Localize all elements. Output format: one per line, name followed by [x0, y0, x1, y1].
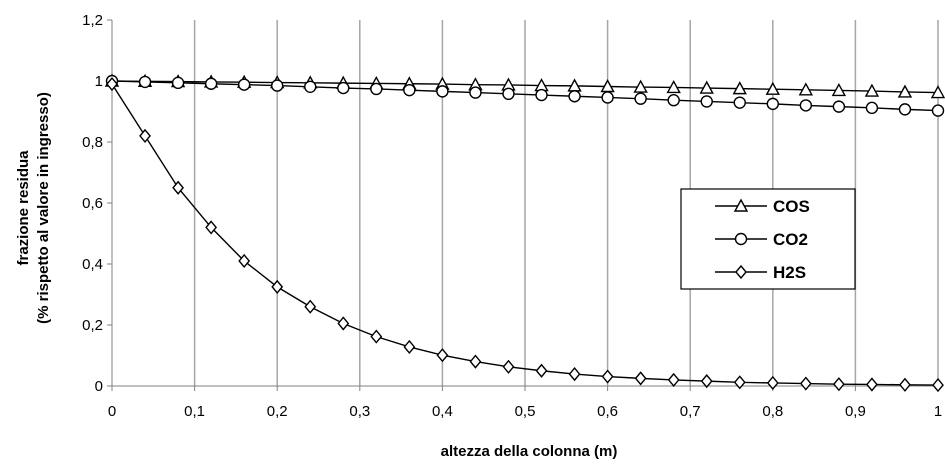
data-point-h2s	[832, 377, 845, 392]
x-tick-label: 0,6	[597, 403, 618, 420]
data-point-cos	[864, 83, 880, 97]
data-point-cos	[930, 85, 945, 99]
data-point-co2	[700, 95, 713, 108]
data-point-co2	[204, 77, 218, 90]
data-point-h2s	[205, 220, 218, 235]
data-point-h2s	[403, 339, 416, 355]
data-point-h2s	[634, 371, 647, 386]
data-point-co2	[502, 87, 515, 101]
x-tick-label: 0,7	[680, 403, 701, 420]
x-tick-label: 0,3	[349, 403, 370, 420]
data-point-h2s	[733, 375, 746, 390]
legend: COS CO2 H2S	[680, 188, 856, 290]
series-h2s	[106, 76, 944, 393]
data-point-h2s	[337, 316, 350, 331]
data-point-cos	[798, 82, 814, 96]
y-tick-label: 1,2	[82, 12, 103, 29]
data-point-h2s	[304, 299, 317, 314]
data-point-cos	[699, 80, 714, 94]
data-point-h2s	[238, 253, 251, 269]
data-point-co2	[799, 99, 813, 112]
data-point-h2s	[172, 180, 184, 195]
x-tick-label: 0,9	[845, 403, 866, 420]
data-point-h2s	[568, 367, 581, 382]
data-point-cos	[633, 79, 648, 93]
legend-label-cos: COS	[773, 197, 810, 216]
series-co2	[105, 74, 945, 117]
data-point-h2s	[766, 375, 779, 391]
x-tick-label: 0,4	[432, 403, 453, 420]
legend-box	[680, 188, 856, 290]
legend-marker-h2s	[735, 264, 747, 280]
data-point-co2	[403, 83, 416, 97]
data-point-co2	[304, 80, 317, 93]
legend-label-co2: CO2	[773, 230, 808, 249]
data-point-co2	[766, 97, 779, 111]
legend-label-h2s: H2S	[773, 263, 806, 282]
data-point-co2	[667, 94, 680, 107]
data-point-co2	[733, 96, 746, 109]
data-point-co2	[271, 79, 284, 92]
data-point-cos	[831, 82, 847, 97]
data-point-h2s	[502, 359, 515, 374]
data-point-co2	[568, 90, 581, 103]
data-point-co2	[898, 103, 912, 116]
y-tick-label: 0,4	[82, 256, 103, 273]
data-point-cos	[897, 84, 913, 98]
data-point-co2	[469, 86, 482, 99]
data-point-co2	[171, 76, 185, 90]
x-tick-label: 1	[934, 403, 942, 420]
data-point-co2	[931, 104, 945, 117]
data-point-h2s	[667, 372, 680, 387]
series-group	[104, 73, 945, 393]
data-point-h2s	[700, 374, 713, 389]
data-point-co2	[237, 78, 251, 91]
data-point-h2s	[799, 376, 812, 391]
data-point-h2s	[866, 377, 878, 392]
data-point-h2s	[436, 348, 449, 363]
data-point-h2s	[469, 354, 482, 369]
x-axis-title: altezza della colonna (m)	[441, 443, 618, 460]
data-point-co2	[535, 88, 548, 102]
data-point-co2	[832, 100, 846, 113]
y-tick-label: 0	[95, 378, 103, 395]
data-point-h2s	[932, 377, 944, 393]
data-point-h2s	[601, 369, 614, 384]
data-point-cos	[666, 79, 681, 94]
x-tick-label: 0,8	[762, 403, 783, 420]
x-tick-labels: 0 0,1 0,2 0,3 0,4 0,5 0,6 0,7 0,8 0,9 1	[108, 403, 942, 420]
x-tick-label: 0	[108, 403, 116, 420]
y-tick-label: 0,6	[82, 195, 103, 212]
data-point-h2s	[106, 76, 118, 92]
data-point-co2	[601, 91, 614, 104]
data-point-co2	[337, 81, 350, 95]
data-point-h2s	[271, 279, 284, 294]
data-point-cos	[765, 81, 780, 95]
y-tick-label: 0,8	[82, 134, 103, 151]
data-point-h2s	[899, 377, 911, 392]
data-point-cos	[732, 81, 747, 95]
y-axis-title-line1: frazione residua	[15, 150, 32, 266]
y-tick-labels: 0 0,2 0,4 0,6 0,8 1 1,2	[82, 12, 103, 395]
legend-marker-co2	[734, 232, 748, 246]
x-tick-label: 0,2	[267, 403, 288, 420]
data-point-co2	[436, 85, 449, 98]
legend-marker-cos	[733, 198, 749, 212]
data-point-h2s	[139, 128, 151, 143]
data-point-co2	[138, 75, 152, 89]
y-axis-title-line2: (% rispetto al valore in ingresso)	[35, 92, 52, 324]
data-point-co2	[865, 101, 879, 115]
data-point-h2s	[535, 363, 548, 378]
data-point-co2	[634, 92, 647, 105]
data-point-h2s	[370, 329, 383, 344]
x-tick-label: 0,5	[515, 403, 536, 420]
y-tick-label: 1	[95, 73, 103, 90]
x-tick-label: 0,1	[184, 403, 205, 420]
data-point-co2	[370, 82, 383, 96]
y-tick-label: 0,2	[82, 317, 103, 334]
